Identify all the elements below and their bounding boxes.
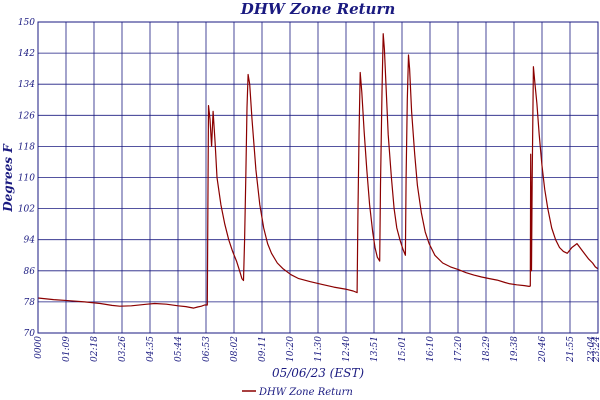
y-tick-label: 134: [18, 80, 35, 90]
x-tick-label: 02:18: [90, 336, 100, 362]
series-layer: [37, 33, 599, 309]
x-tick-label: 19:38: [510, 336, 520, 362]
y-axis-ticks: 70 78 86 94 102 110 118 126 134 142 150: [18, 18, 35, 339]
y-tick-label: 86: [24, 267, 36, 277]
x-tick-label: 23:04: [587, 336, 597, 363]
y-tick-label: 118: [18, 142, 35, 152]
y-tick-label: 150: [18, 18, 35, 28]
y-axis-title: Degrees F: [1, 143, 15, 213]
x-axis-ticks: 0000 01:09 02:18 03:26 04:35 05:44 06:53 08:02 0…: [34, 336, 600, 363]
x-tick-label: 04:35: [146, 336, 156, 362]
y-tick-label: 70: [24, 329, 36, 339]
x-tick-label: 08:02: [230, 336, 240, 362]
x-tick-label: 09:11: [258, 336, 268, 362]
x-axis-title: 05/06/23 (EST): [272, 366, 364, 380]
legend-label: DHW Zone Return: [258, 387, 353, 398]
x-tick-label: 15:01: [398, 336, 408, 362]
x-tick-label: 05:44: [174, 336, 184, 362]
series-line: [37, 33, 599, 309]
y-tick-label: 78: [24, 298, 36, 308]
x-tick-label: 10:20: [286, 336, 296, 362]
legend: DHW Zone Return: [242, 387, 353, 398]
plot-frame: [37, 21, 599, 334]
x-tick-label: 23:24: [592, 336, 600, 363]
x-tick-label: 11:30: [314, 336, 324, 362]
grid: [37, 21, 599, 334]
x-tick-label: 17:20: [454, 336, 464, 362]
x-tick-label: 0000: [34, 336, 44, 359]
x-tick-label: 03:26: [118, 336, 128, 362]
x-tick-label: 12:40: [342, 336, 352, 362]
y-tick-label: 142: [18, 49, 35, 59]
chart-title: DHW Zone Return: [240, 0, 396, 18]
y-tick-label: 110: [18, 174, 35, 184]
x-tick-label: 06:53: [202, 336, 212, 362]
x-tick-label: 21:55: [566, 336, 576, 363]
x-tick-label: 18:29: [482, 336, 492, 362]
y-tick-label: 126: [18, 111, 35, 121]
x-tick-label: 20:46: [538, 336, 548, 363]
y-tick-label: 102: [18, 205, 35, 215]
x-tick-label: 13:51: [370, 336, 380, 362]
x-tick-label: 01:09: [62, 336, 72, 362]
y-tick-label: 94: [24, 236, 36, 246]
x-tick-label: 16:10: [426, 336, 436, 362]
